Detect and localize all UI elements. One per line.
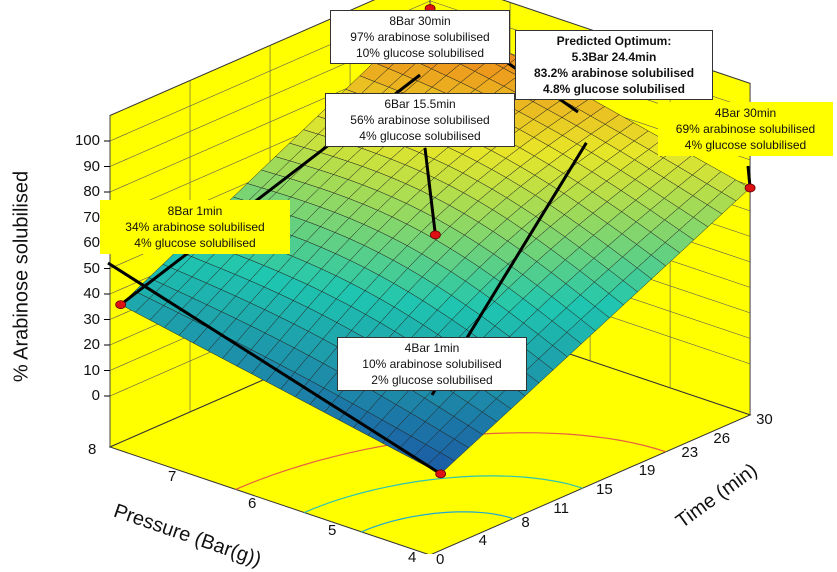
time-tick-label: 11 <box>553 499 569 517</box>
z-tick-label: 80 <box>83 183 100 200</box>
annotation-line: 8Bar 1min <box>167 204 223 218</box>
z-tick-label: 60 <box>83 234 100 251</box>
z-tick-label: 40 <box>83 285 100 302</box>
annotation-line: 10% arabinose solubilised <box>362 357 502 371</box>
data-marker <box>744 183 756 193</box>
z-axis-title: % Arabinose solubilised <box>10 170 33 383</box>
annotation-line: 56% arabinose solubilised <box>350 113 490 127</box>
data-marker <box>115 300 127 310</box>
annotation-line: 4.8% glucose solubilised <box>542 82 686 96</box>
z-tick-label: 90 <box>83 157 100 175</box>
annotation-line: 83.2% arabinose solubilised <box>533 66 695 80</box>
time-tick-label: 15 <box>596 480 613 498</box>
z-tick-label: 100 <box>74 132 100 149</box>
annotation-line: 2% glucose solubilised <box>371 373 493 387</box>
time-tick-label: 8 <box>521 513 530 531</box>
annotation-line: 4% glucose solubilised <box>684 138 807 152</box>
z-axis-ticks <box>104 140 110 397</box>
z-tick-label: 50 <box>83 259 100 277</box>
annotation-box: 4Bar 30min 69% arabinose solubilised 4% gl… <box>658 102 833 156</box>
annotation-box: Predicted Optimum: 5.3Bar 24.4min 83.2% ar… <box>515 30 713 100</box>
annotation-box: 4Bar 1min 10% arabinose solubilised 2% glu… <box>337 337 527 391</box>
z-tick-label: 30 <box>83 310 100 328</box>
z-tick-label: 20 <box>83 336 100 353</box>
z-tick-label: 10 <box>83 361 100 379</box>
annotation-line: 6Bar 15.5min <box>384 97 456 111</box>
floor-contour <box>361 511 514 533</box>
annotation-line: 4% glucose solubilised <box>134 236 256 250</box>
floor-contour <box>304 475 583 514</box>
pressure-tick-label: 8 <box>88 441 97 458</box>
annotation-line: 69% arabinose solubilised <box>675 122 816 136</box>
annotation-line: 97% arabinose solubilised <box>350 30 490 44</box>
time-tick-label: 30 <box>756 410 773 428</box>
pressure-tick-label: 6 <box>248 495 257 512</box>
pressure-tick-label: 5 <box>328 522 337 539</box>
time-tick-label: 26 <box>713 429 731 447</box>
annotation-line: 10% glucose solubilised <box>355 46 485 60</box>
annotation-line: 8Bar 30min <box>389 14 451 28</box>
time-tick-label: 19 <box>638 462 656 480</box>
point-stem <box>107 261 442 476</box>
time-tick-label: 4 <box>478 532 488 550</box>
annotation-line: Predicted Optimum: <box>556 34 672 48</box>
pressure-tick-label: 4 <box>408 549 417 566</box>
data-marker <box>435 469 447 479</box>
annotation-box: 8Bar 1min 34% arabinose solubilised 4% glu… <box>100 200 290 254</box>
data-marker <box>429 230 441 240</box>
annotation-box: 8Bar 30min 97% arabinose solubilised 10% g… <box>330 10 510 64</box>
annotation-line: 34% arabinose solubilised <box>125 220 265 234</box>
z-tick-label: 0 <box>91 387 100 404</box>
time-tick-label: 23 <box>681 443 699 461</box>
annotation-line: 4Bar 1min <box>404 341 460 355</box>
annotation-line: 4% glucose solubilised <box>359 129 481 143</box>
annotation-box: 6Bar 15.5min 56% arabinose solubilised 4% … <box>325 93 515 147</box>
annotation-line: 4Bar 30min <box>714 106 777 120</box>
annotation-line: 5.3Bar 24.4min <box>571 50 657 64</box>
z-tick-label: 70 <box>83 208 100 226</box>
pressure-tick-label: 7 <box>168 468 177 485</box>
point-stem <box>423 147 437 235</box>
